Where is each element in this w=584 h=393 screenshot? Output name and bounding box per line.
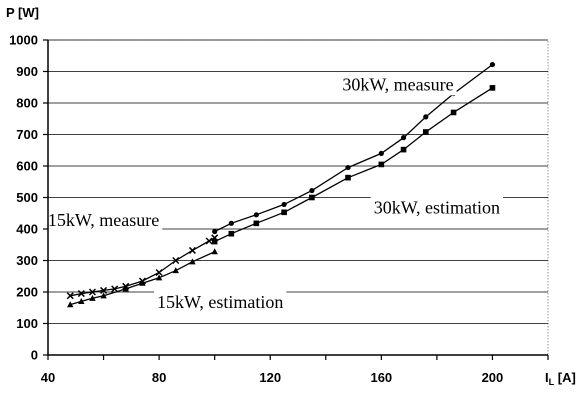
data-point	[100, 292, 107, 299]
data-point	[211, 248, 218, 255]
data-point	[400, 146, 407, 153]
y-tick-label: 0	[31, 348, 38, 363]
data-point	[212, 228, 218, 235]
data-point	[122, 285, 129, 292]
annotation-text: 15kW, estimation	[157, 292, 283, 312]
y-tick-label: 200	[16, 285, 38, 300]
x-tick-label: 160	[370, 370, 392, 385]
data-point	[345, 174, 351, 181]
data-point	[253, 220, 260, 227]
y-tick-label: 900	[16, 64, 38, 79]
y-tick-label: 600	[16, 159, 38, 174]
y-tick-label: 500	[16, 190, 38, 205]
data-point	[155, 274, 163, 281]
data-point	[172, 267, 179, 274]
data-point	[489, 85, 496, 91]
x-axis-label: IL [A]	[545, 370, 576, 387]
annotation-text: 15kW, measure	[48, 210, 159, 230]
series-line	[70, 237, 216, 297]
annotation-background	[154, 290, 287, 313]
data-point	[400, 135, 407, 141]
annotation: 30kW, estimation	[370, 196, 504, 219]
series-layer	[66, 61, 496, 308]
annotation: 15kW, estimation	[154, 290, 287, 313]
data-point	[205, 237, 213, 245]
data-point	[309, 194, 315, 201]
annotations-layer: 30kW, measure 15kW, measure 30kW, estimati…	[44, 73, 504, 313]
annotation-text: 30kW, estimation	[374, 197, 500, 217]
data-point	[77, 290, 85, 298]
y-tick-label: 800	[16, 96, 38, 111]
x-tick-label: 40	[41, 370, 55, 385]
annotation: 15kW, measure	[44, 208, 163, 231]
annotation: 30kW, measure	[339, 73, 457, 96]
x-tick-label: 200	[482, 370, 504, 385]
annotation-background	[339, 73, 457, 96]
data-point	[172, 256, 180, 265]
data-point	[211, 238, 218, 245]
y-tick-label: 100	[16, 316, 38, 331]
y-tick-label: 400	[16, 222, 38, 237]
data-point	[155, 268, 163, 277]
y-axis-label: P [W]	[6, 5, 39, 20]
x-axis-label-main: I	[545, 370, 549, 385]
data-point	[88, 288, 96, 296]
data-point	[100, 286, 108, 294]
axes: 0 100 200 300 400 500 600 700 800 900 1000 40 80 120 1…	[9, 33, 549, 385]
data-point	[67, 301, 74, 308]
data-point	[66, 292, 74, 300]
y-tick-label: 1000	[9, 33, 38, 48]
data-point	[378, 150, 384, 156]
data-point	[345, 164, 351, 171]
annotation-background	[44, 208, 163, 231]
y-tick-label: 300	[16, 253, 38, 268]
data-point	[281, 209, 287, 216]
data-point	[378, 161, 385, 168]
x-tick-label: 120	[259, 370, 281, 385]
data-point	[89, 294, 96, 301]
annotation-text: 30kW, measure	[342, 74, 453, 94]
data-point	[228, 220, 234, 226]
data-point	[489, 61, 496, 68]
data-point	[189, 258, 196, 265]
x-axis-label-sub: L	[549, 377, 555, 387]
data-point	[422, 129, 429, 135]
x-tick-label: 80	[152, 370, 166, 385]
x-axis-label-unit: [A]	[554, 370, 576, 385]
data-point	[139, 279, 146, 286]
data-point	[188, 246, 196, 254]
data-point	[253, 212, 259, 218]
data-point	[111, 285, 119, 293]
y-tick-label: 700	[16, 127, 38, 142]
data-point	[423, 114, 429, 120]
series-line	[70, 251, 215, 306]
data-point	[281, 201, 287, 208]
data-point	[450, 109, 457, 116]
data-point	[228, 230, 235, 237]
data-point	[309, 187, 315, 194]
data-point	[78, 298, 85, 305]
annotation-background	[370, 196, 504, 219]
